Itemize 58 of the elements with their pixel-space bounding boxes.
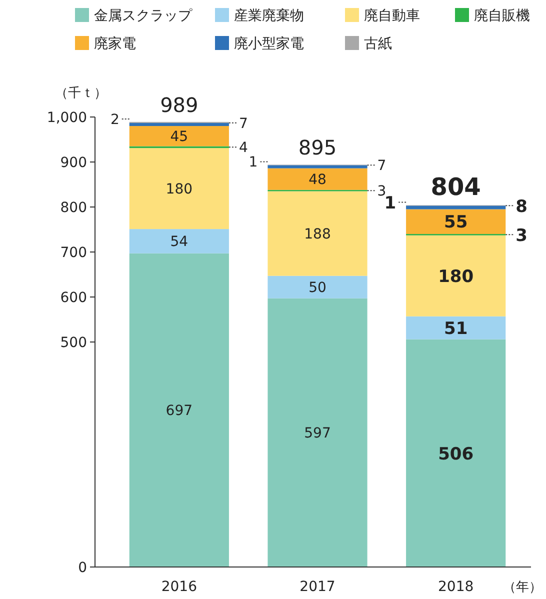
data-label: 50 [308,280,326,296]
x-tick-label: 2018 [438,579,474,595]
y-tick-label: 800 [60,200,87,216]
data-label: 188 [304,226,331,243]
total-label: 895 [298,136,337,160]
legend-label: 金属スクラップ [94,8,193,24]
bar [268,276,368,298]
data-label: 3 [377,184,386,200]
bar [129,229,229,254]
x-tick-label: 2017 [300,579,336,595]
data-label: 597 [304,426,331,442]
data-label: 1 [248,154,258,171]
bar [129,122,229,126]
legend-label: 廃自販機 [474,8,530,24]
y-axis-title: （千ｔ） [55,86,107,101]
data-label: 54 [170,234,188,250]
bar [129,126,229,146]
y-tick-label: 0 [78,560,87,576]
data-label: 8 [516,196,528,217]
data-label: 506 [438,444,474,464]
y-tick-label: 900 [60,155,87,171]
data-label: 2 [110,112,120,128]
bar [268,165,368,168]
bar [268,298,368,567]
data-label: 45 [170,129,188,146]
legend-label: 産業廃棄物 [234,8,304,24]
data-label: 7 [238,116,248,132]
total-label: 804 [430,173,481,202]
bar [129,253,229,567]
data-label: 3 [516,226,528,246]
data-label: 180 [166,182,193,198]
legend-label: 古紙 [364,36,392,52]
bar [268,191,368,276]
x-axis-title: （年） [503,580,542,595]
legend-label: 廃小型家電 [234,36,304,52]
data-label: 697 [166,403,193,420]
y-tick-label: 600 [60,290,87,306]
bar [406,206,506,210]
data-label: 55 [444,212,468,233]
bar [406,235,506,316]
data-label: 4 [238,140,248,156]
bar [406,339,506,567]
legend-label: 廃自動車 [364,8,420,24]
x-tick-label: 2016 [161,579,198,595]
y-tick-label: 500 [60,335,87,351]
data-label: 180 [438,266,474,287]
y-tick-label: 1,000 [46,110,87,126]
y-tick-label: 700 [60,245,87,261]
legend-label: 廃家電 [94,36,136,52]
bar [268,168,368,190]
data-label: 7 [377,158,386,174]
total-label: 989 [160,92,198,117]
bar [129,148,229,230]
data-label: 51 [444,318,468,339]
data-label: 1 [384,193,396,214]
data-label: 48 [308,172,326,188]
bar [406,316,506,340]
bar [406,209,506,234]
